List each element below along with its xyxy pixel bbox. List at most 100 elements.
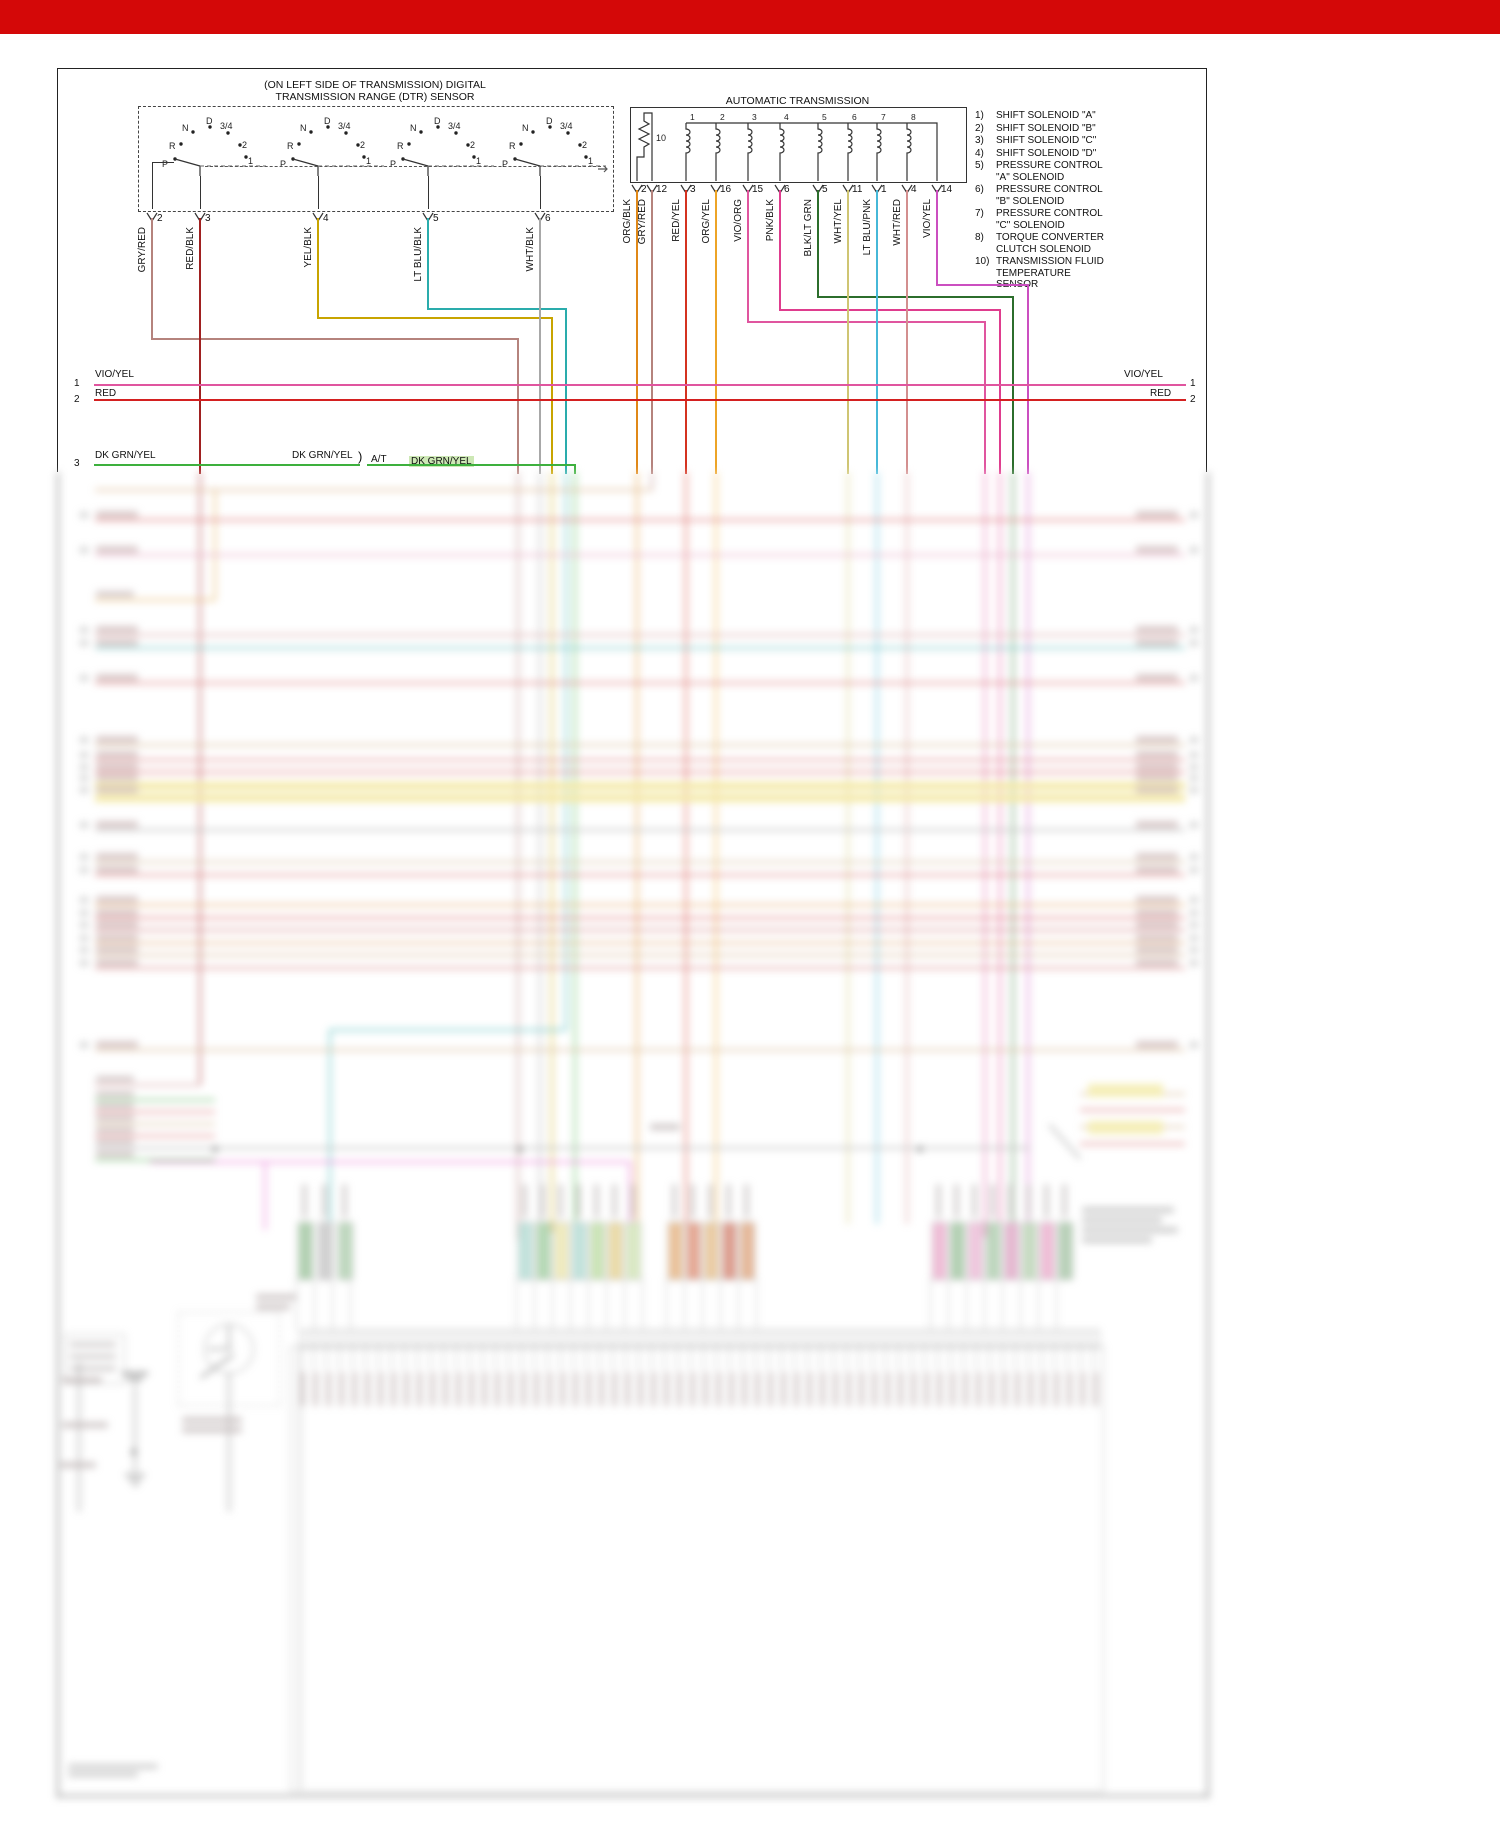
legend-item-number: 7) [975,208,984,219]
wire-segment [906,190,908,474]
blur-wash-overlay [50,472,1215,1812]
bus1-left-label: VIO/YEL [95,369,134,380]
svg-text:3/4: 3/4 [220,121,233,131]
wire-label: RED/YEL [671,199,682,242]
connector-label-smudge [612,1184,617,1218]
legend-item-number: 6) [975,184,984,195]
bus-fanout [300,1346,1100,1370]
label-smudge [96,736,138,743]
wire-segment [565,308,567,474]
text-smudge [1082,1237,1152,1243]
legend-item: 3) SHIFT SOLENOID "C" [975,135,1170,147]
label-smudge [96,1091,134,1097]
wire-segment [651,472,653,490]
label-smudge [1136,896,1178,903]
wire-segment [574,472,576,1234]
label-smudge [1136,853,1178,860]
wire-segment [95,904,1185,906]
label-smudge [1136,1041,1178,1048]
text-smudge [62,1422,108,1428]
label-smudge [96,626,138,633]
wire-label: WHT/BLK [525,227,536,272]
temp-sensor-resistor-icon [637,117,651,151]
wire-segment [95,782,1185,790]
wire-segment [779,309,1001,311]
dtr-linkage-dashed-line [205,166,601,167]
label-smudge [1136,821,1178,828]
pin-number: 16 [720,184,732,195]
wire-label: YEL/BLK [303,227,314,268]
label-smudge [96,1151,134,1157]
wire-segment [95,744,1185,746]
wire-segment [150,1161,630,1163]
wire-segment [847,190,849,474]
legend-item-text: PRESSURE CONTROL "A" SOLENOID [996,160,1103,183]
margin-number-smudge [80,640,88,646]
wire-segment [329,1030,331,1232]
wire-label: WHT/RED [892,199,903,246]
cluster-wires [666,1278,758,1330]
legend-item-text: PRESSURE CONTROL "C" SOLENOID [996,208,1103,231]
label-smudge [1136,736,1178,743]
wire-segment [95,954,1185,956]
label-smudge [96,959,138,966]
margin-number-smudge [1190,922,1198,928]
highlight-box [1088,1121,1163,1134]
fineprint-smudge [68,1764,158,1769]
wire-segment [215,1147,1030,1149]
dtr-linkage-arrow-icon [598,161,610,173]
connector-label-smudge [936,1184,941,1218]
connector-label-smudge [576,1184,581,1218]
svg-text:D: D [546,116,553,126]
margin-number-smudge [80,910,88,916]
legend-item-number: 5) [975,160,984,171]
legend-item-text: SHIFT SOLENOID "A" [996,110,1096,121]
wire-segment [151,218,153,340]
text-smudge [70,1366,116,1371]
margin-number-smudge [80,512,88,518]
margin-number-smudge [80,822,88,828]
wire-segment [95,759,1185,761]
connector-label-smudge [954,1184,959,1218]
wire-segment [95,861,1185,863]
module-outline [290,1346,1104,1792]
wire-segment [517,472,519,1240]
svg-text:2: 2 [470,140,475,150]
legend-item-number: 4) [975,147,984,159]
svg-text:P: P [502,159,508,169]
connector-label-smudge [630,1184,635,1218]
wire-segment [747,190,749,323]
connector-label-smudge [1044,1184,1049,1218]
margin-number-smudge [80,922,88,928]
wire-segment [95,874,1185,876]
text-smudge [256,1294,296,1300]
connector-label-smudge [726,1184,731,1218]
connector-label-smudge [1026,1184,1031,1218]
connector-label-smudge [1008,1184,1013,1218]
component-wire [78,1362,80,1512]
label-smudge [96,909,138,916]
sheet-border-top [57,68,1207,69]
wire-segment [847,472,849,1224]
dial-spoke [208,1348,232,1350]
connector-label-smudge [990,1184,995,1218]
svg-text:R: R [287,141,294,151]
at-connector-label: A/T [371,454,387,465]
wire-segment [95,647,1185,649]
svg-text:2: 2 [582,140,587,150]
wire-segment [95,599,215,601]
fineprint-smudge [68,1772,138,1777]
wire-segment [199,472,201,1085]
text-smudge [182,1417,242,1423]
text-smudge [256,1304,290,1310]
bus3-left-label: DK GRN/YEL [95,450,156,461]
wire-segment [367,464,576,466]
svg-text:1: 1 [366,156,371,166]
sheet-border-right [1207,472,1209,1798]
battery-bar [122,1372,148,1375]
junction-dot [517,1146,523,1152]
wire-segment [317,317,553,319]
wire-label: ORG/YEL [701,199,712,244]
wire-segment [539,218,541,474]
